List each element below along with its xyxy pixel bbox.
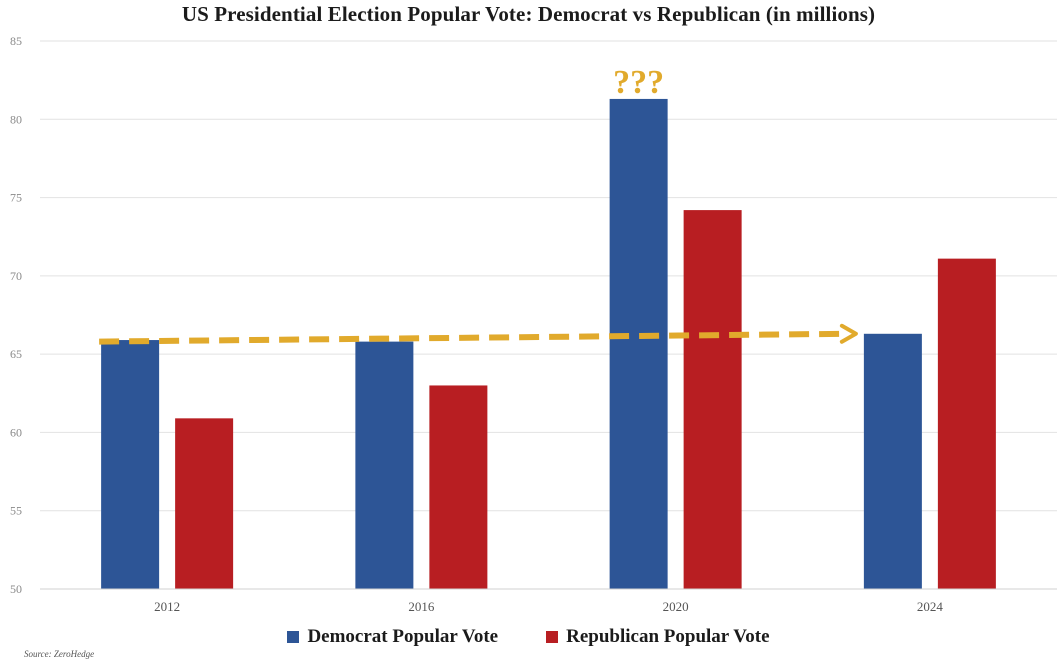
legend-swatch-democrat xyxy=(287,631,300,643)
source-note: Source: ZeroHedge xyxy=(24,649,95,659)
legend-label-republican: Republican Popular Vote xyxy=(566,626,770,647)
x-tick-label-2020: 2020 xyxy=(663,599,689,614)
x-tick-label-2024: 2024 xyxy=(917,599,944,614)
bar-democrat-2020 xyxy=(609,98,668,589)
trend-arrow-line xyxy=(99,330,846,345)
bar-republican-2024 xyxy=(937,258,996,589)
bar-republican-2016 xyxy=(429,385,488,589)
legend-item-democrat: Democrat Popular Vote xyxy=(287,626,498,648)
bar-democrat-2024 xyxy=(863,333,922,589)
trend-arrow-head xyxy=(839,323,858,344)
bar-republican-2020 xyxy=(683,210,742,589)
bar-democrat-2016 xyxy=(355,341,414,589)
legend-item-republican: Republican Popular Vote xyxy=(546,626,770,648)
bar-democrat-2012 xyxy=(101,340,160,589)
chart-legend: Democrat Popular Vote Republican Popular… xyxy=(0,626,1057,648)
y-tick-label-65: 65 xyxy=(10,347,22,361)
y-tick-label-75: 75 xyxy=(10,191,22,205)
x-tick-label-2016: 2016 xyxy=(408,599,435,614)
legend-label-democrat: Democrat Popular Vote xyxy=(307,626,499,647)
legend-swatch-republican xyxy=(546,631,559,643)
chart-title: US Presidential Election Popular Vote: D… xyxy=(181,2,876,26)
y-tick-label-70: 70 xyxy=(10,269,22,283)
y-tick-label-60: 60 xyxy=(10,425,22,439)
y-tick-label-85: 85 xyxy=(10,34,22,48)
y-tick-label-80: 80 xyxy=(10,112,22,126)
question-marks-annotation: ??? xyxy=(613,64,664,101)
y-tick-label-50: 50 xyxy=(10,582,22,596)
y-tick-label-55: 55 xyxy=(10,504,22,518)
bar-republican-2012 xyxy=(175,418,234,589)
x-tick-label-2012: 2012 xyxy=(154,599,180,614)
